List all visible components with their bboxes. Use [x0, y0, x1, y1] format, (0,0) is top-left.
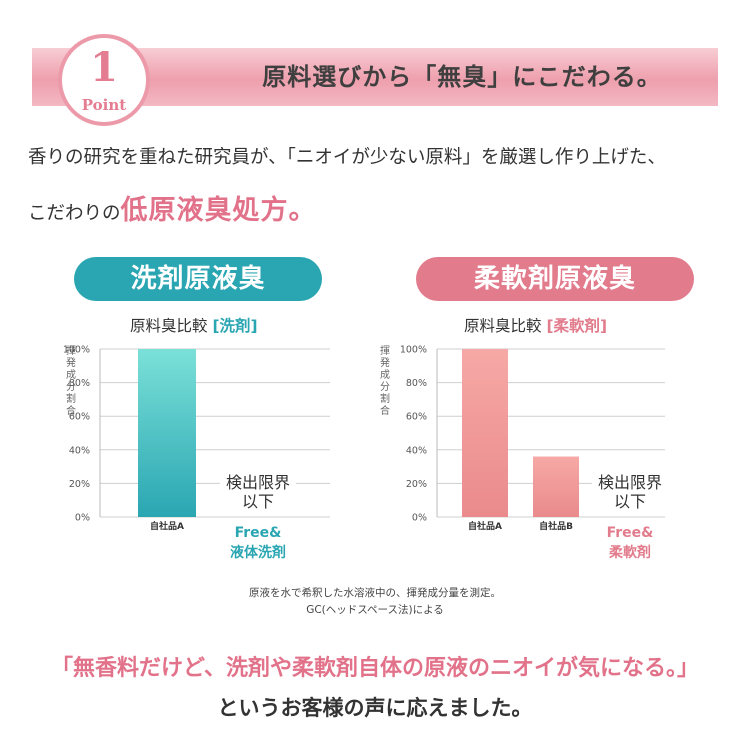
- detergent-y-tick-label: 100%: [63, 345, 90, 356]
- badge-word: Point: [81, 96, 127, 114]
- detergent-free-product-label: Free&: [235, 525, 282, 541]
- detergent-y-tick-label: 0%: [75, 513, 90, 524]
- intro-line-1: 香りの研究を重ねた研究員が、「ニオイが少ない原料」を厳選し作り上げた、: [28, 147, 666, 168]
- detergent-subtitle-tag: [洗剤]: [212, 317, 258, 335]
- detergent-detection-limit-note: 検出限界: [226, 473, 290, 492]
- intro-line-2-prefix: こだわりの: [28, 203, 121, 224]
- closing-statement: というお客様の声に応えました。: [217, 696, 533, 720]
- softener-category-label: 自社品B: [539, 520, 573, 532]
- detergent-detection-limit-note: 以下: [242, 492, 274, 511]
- intro-highlight: 低原液臭処方。: [120, 195, 317, 226]
- detergent-y-tick-label: 40%: [69, 445, 90, 456]
- point-badge: 1 Point: [58, 34, 150, 126]
- softener-ylabel-char: 割: [380, 392, 390, 405]
- softener-ylabel-char: 成: [380, 369, 390, 381]
- softener-panel-title: 柔軟剤原液臭: [416, 257, 694, 301]
- detergent-ylabel-char: 割: [66, 392, 76, 405]
- softener-chart-subtitle: 原料臭比較 [柔軟剤]: [464, 314, 607, 336]
- detergent-y-tick-label: 60%: [69, 412, 90, 423]
- detergent-y-tick-label: 20%: [69, 479, 90, 490]
- badge-number: 1: [90, 44, 118, 91]
- softener-ylabel-char: 発: [380, 356, 390, 369]
- softener-ylabel-char: 分: [380, 381, 390, 393]
- banner-title: 原料選びから「無臭」にこだわる。: [262, 63, 662, 91]
- softener-free-product-label: 柔軟剤: [608, 544, 651, 561]
- softener-category-label: 自社品A: [468, 520, 502, 532]
- softener-y-tick-label: 40%: [406, 445, 427, 456]
- softener-detection-limit-note: 検出限界: [598, 473, 662, 492]
- note-line-2: GC(ヘッドスペース法)による: [306, 604, 444, 616]
- softener-y-tick-label: 80%: [406, 378, 427, 389]
- detergent-free-product-label: 液体洗剤: [230, 544, 286, 561]
- softener-detection-limit-box: [592, 470, 668, 514]
- detergent-ylabel-char: 発: [66, 356, 76, 369]
- detergent-bar: [138, 349, 196, 517]
- detergent-detection-limit-box: [220, 470, 296, 514]
- softener-ylabel-char: 揮: [380, 344, 390, 357]
- detergent-ylabel-char: 揮: [66, 344, 76, 357]
- detergent-chart-subtitle: 原料臭比較 [洗剤]: [130, 314, 258, 336]
- softener-subtitle-text: 原料臭比較: [464, 317, 542, 335]
- detergent-category-label: 自社品A: [150, 520, 184, 532]
- intro-line-2: こだわりの低原液臭処方。: [28, 188, 728, 227]
- detergent-subtitle-text: 原料臭比較: [130, 317, 208, 335]
- softener-ylabel-char: 合: [380, 404, 390, 417]
- softener-bar: [462, 349, 508, 517]
- detergent-ylabel-char: 分: [66, 381, 76, 393]
- detergent-y-tick-label: 80%: [69, 378, 90, 389]
- softener-y-tick-label: 20%: [406, 479, 427, 490]
- detergent-ylabel-char: 合: [66, 404, 76, 417]
- note-line-1: 原液を水で希釈した水溶液中の、揮発成分量を測定。: [249, 587, 501, 599]
- detergent-ylabel-char: 成: [66, 369, 76, 381]
- detergent-panel-title: 洗剤原液臭: [74, 257, 322, 301]
- softener-detection-limit-note: 以下: [614, 492, 646, 511]
- customer-quote: 「無香料だけど、洗剤や柔軟剤自体の原液のニオイが気になる。」: [51, 656, 699, 681]
- softener-y-tick-label: 0%: [412, 513, 427, 524]
- softener-free-product-label: Free&: [607, 525, 654, 541]
- softener-y-tick-label: 60%: [406, 412, 427, 423]
- softener-subtitle-tag: [柔軟剤]: [546, 317, 608, 335]
- softener-y-tick-label: 100%: [400, 345, 427, 356]
- softener-bar: [533, 456, 579, 517]
